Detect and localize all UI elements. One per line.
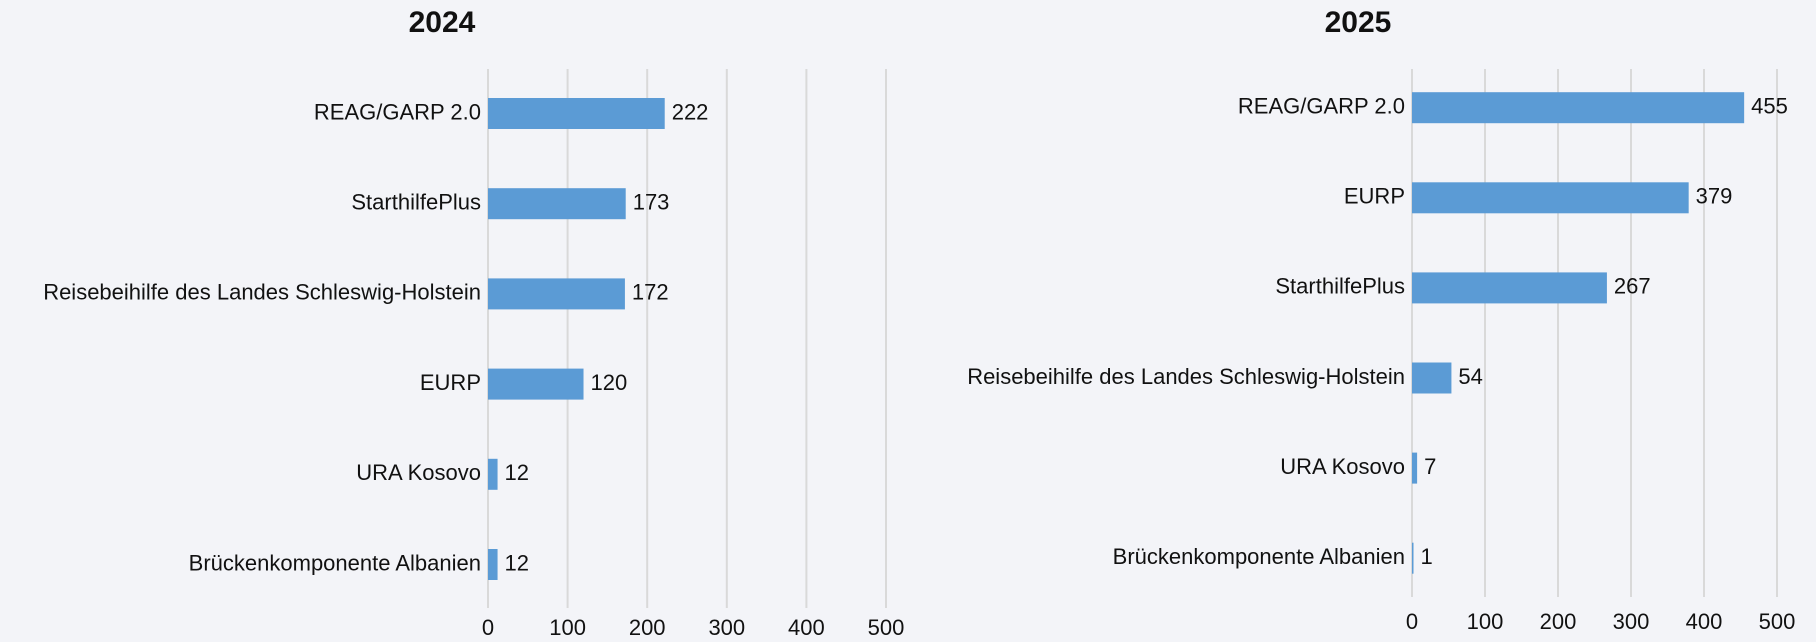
- category-label: URA Kosovo: [1280, 454, 1405, 479]
- x-tick-label: 400: [1686, 609, 1723, 634]
- bar: [488, 188, 626, 220]
- category-label: StarthilfePlus: [1275, 274, 1405, 299]
- x-tick-label: 100: [549, 615, 586, 640]
- category-label: EURP: [1344, 184, 1405, 209]
- value-label: 12: [505, 460, 529, 485]
- value-label: 455: [1751, 94, 1788, 119]
- bar: [488, 458, 498, 490]
- bar: [1412, 272, 1607, 304]
- category-label: REAG/GARP 2.0: [1238, 94, 1405, 119]
- value-label: 173: [633, 190, 670, 215]
- value-label: 12: [505, 550, 529, 575]
- bar: [488, 98, 665, 129]
- x-tick-label: 500: [1759, 609, 1796, 634]
- value-label: 120: [591, 370, 628, 395]
- x-tick-label: 300: [708, 615, 745, 640]
- x-tick-label: 100: [1467, 609, 1504, 634]
- x-tick-label: 400: [788, 615, 825, 640]
- x-tick-label: 200: [1540, 609, 1577, 634]
- x-tick-label: 300: [1613, 609, 1650, 634]
- bar: [488, 368, 584, 400]
- bar: [1412, 542, 1414, 574]
- value-label: 7: [1424, 454, 1436, 479]
- category-label: StarthilfePlus: [351, 190, 481, 215]
- value-label: 1: [1421, 544, 1433, 569]
- category-label: Brückenkomponente Albanien: [1113, 544, 1405, 569]
- bar: [1412, 452, 1418, 484]
- x-tick-label: 500: [868, 615, 905, 640]
- value-label: 379: [1696, 184, 1733, 209]
- x-tick-label: 200: [629, 615, 666, 640]
- chart-title: 2025: [1325, 6, 1392, 39]
- value-label: 54: [1458, 364, 1482, 389]
- category-label: Brückenkomponente Albanien: [189, 550, 481, 575]
- value-label: 172: [632, 280, 669, 305]
- bar: [488, 278, 625, 310]
- category-label: EURP: [420, 370, 481, 395]
- bar: [1412, 182, 1689, 214]
- category-label: REAG/GARP 2.0: [314, 99, 481, 124]
- bar: [1412, 92, 1745, 124]
- bar: [488, 549, 498, 580]
- category-label: URA Kosovo: [356, 460, 481, 485]
- value-label: 267: [1614, 274, 1651, 299]
- x-tick-label: 0: [482, 615, 494, 640]
- bar: [1412, 362, 1452, 394]
- value-label: 222: [672, 99, 709, 124]
- chart-title: 2024: [409, 6, 476, 39]
- category-label: Reisebeihilfe des Landes Schleswig-Holst…: [967, 364, 1405, 389]
- category-label: Reisebeihilfe des Landes Schleswig-Holst…: [43, 280, 481, 305]
- x-tick-label: 0: [1406, 609, 1418, 634]
